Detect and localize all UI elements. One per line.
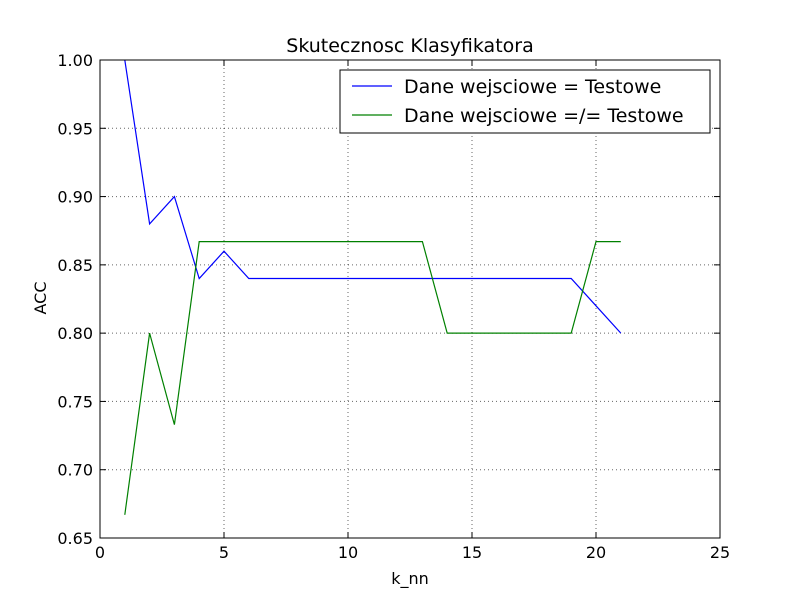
plot-frame: [99, 59, 721, 539]
y-tick-label: 0.70: [57, 461, 93, 480]
legend-label-series-2: Dane wejsciowe =/= Testowe: [404, 105, 684, 127]
tick-labels: 0 5 10 15 20 25 0.65 0.70 0.75 0.80 0.85 0.90 0.95 1.…: [57, 51, 730, 562]
y-tick-label: 1.00: [57, 51, 93, 70]
x-tick-label: 25: [710, 543, 730, 562]
legend-label-series-1: Dane wejsciowe = Testowe: [404, 76, 661, 98]
y-tick-label: 0.75: [57, 392, 93, 411]
x-axis-label: k_nn: [391, 569, 429, 589]
y-tick-label: 0.80: [57, 324, 93, 343]
legend: Dane wejsciowe = Testowe Dane wejsciowe …: [339, 69, 711, 134]
y-tick-label: 0.90: [57, 188, 93, 207]
chart-title: Skutecznosc Klasyfikatora: [286, 35, 533, 57]
x-tick-label: 10: [338, 543, 358, 562]
y-tick-label: 0.65: [57, 529, 93, 548]
y-axis-label: ACC: [31, 281, 50, 314]
x-tick-label: 20: [586, 543, 606, 562]
series-lines: [124, 59, 622, 515]
y-tick-label: 0.95: [57, 119, 93, 138]
x-tick-label: 0: [95, 543, 105, 562]
x-tick-label: 5: [219, 543, 229, 562]
y-tick-label: 0.85: [57, 256, 93, 275]
series-line-2: [124, 241, 621, 515]
x-tick-label: 15: [462, 543, 482, 562]
legend-box: [339, 69, 711, 134]
series-line-1: [124, 59, 622, 334]
